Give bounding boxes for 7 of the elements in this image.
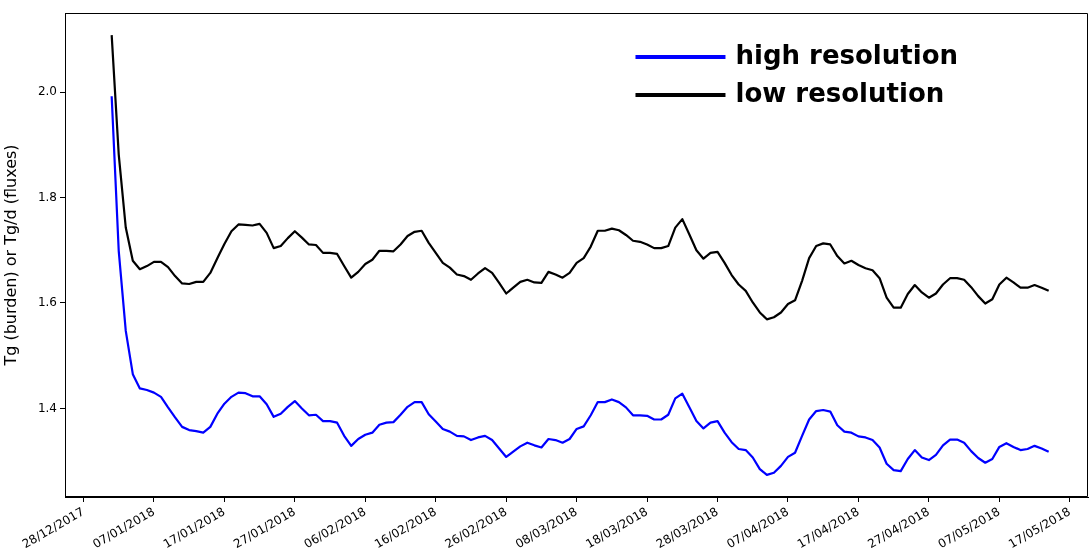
y-axis-title: Tg (burden) or Tg/d (fluxes) <box>0 144 20 367</box>
y-tick-label: 1.4 <box>37 400 57 415</box>
y-tick-label: 1.8 <box>37 189 57 204</box>
y-tick-label: 2.0 <box>37 84 57 99</box>
y-tick-label: 1.6 <box>37 295 57 310</box>
legend-label: high resolution <box>735 39 959 70</box>
legend-label: low resolution <box>735 77 945 108</box>
